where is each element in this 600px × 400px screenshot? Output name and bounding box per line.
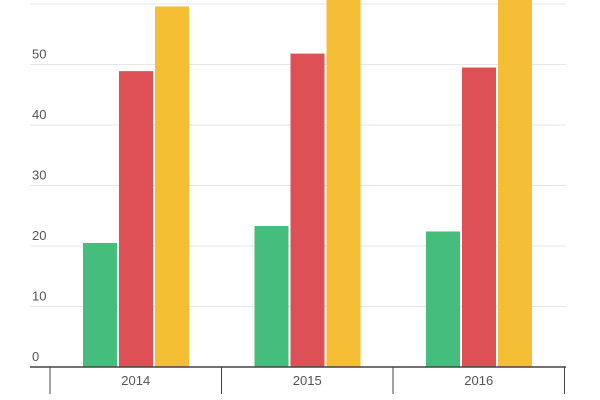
bar-2015-series-3 <box>326 0 361 367</box>
y-tick-label: 20 <box>32 228 46 243</box>
x-tick-label: 2014 <box>121 373 150 388</box>
bar-2015-series-2 <box>290 53 325 368</box>
bar-2014-series-3 <box>155 6 189 367</box>
y-tick-label: 30 <box>32 168 46 183</box>
bar-2014-series-2 <box>119 71 153 367</box>
bar-2016-series-1 <box>426 231 460 367</box>
bar-2015-series-1 <box>254 226 289 367</box>
bar-2016-series-2 <box>462 67 496 368</box>
bar-2016-series-3 <box>498 0 532 367</box>
tick-labels: 0 10 20 30 40 50 2014 2015 2016 <box>32 47 493 389</box>
y-tick-label: 10 <box>32 289 46 304</box>
y-tick-label: 40 <box>32 107 46 122</box>
bars <box>83 0 532 368</box>
x-tick-label: 2015 <box>293 373 322 388</box>
bar-2014-series-1 <box>83 242 117 367</box>
y-tick-label: 50 <box>32 47 46 62</box>
y-tick-label: 0 <box>32 349 39 364</box>
x-axis <box>30 366 566 394</box>
x-tick-label: 2016 <box>464 373 493 388</box>
